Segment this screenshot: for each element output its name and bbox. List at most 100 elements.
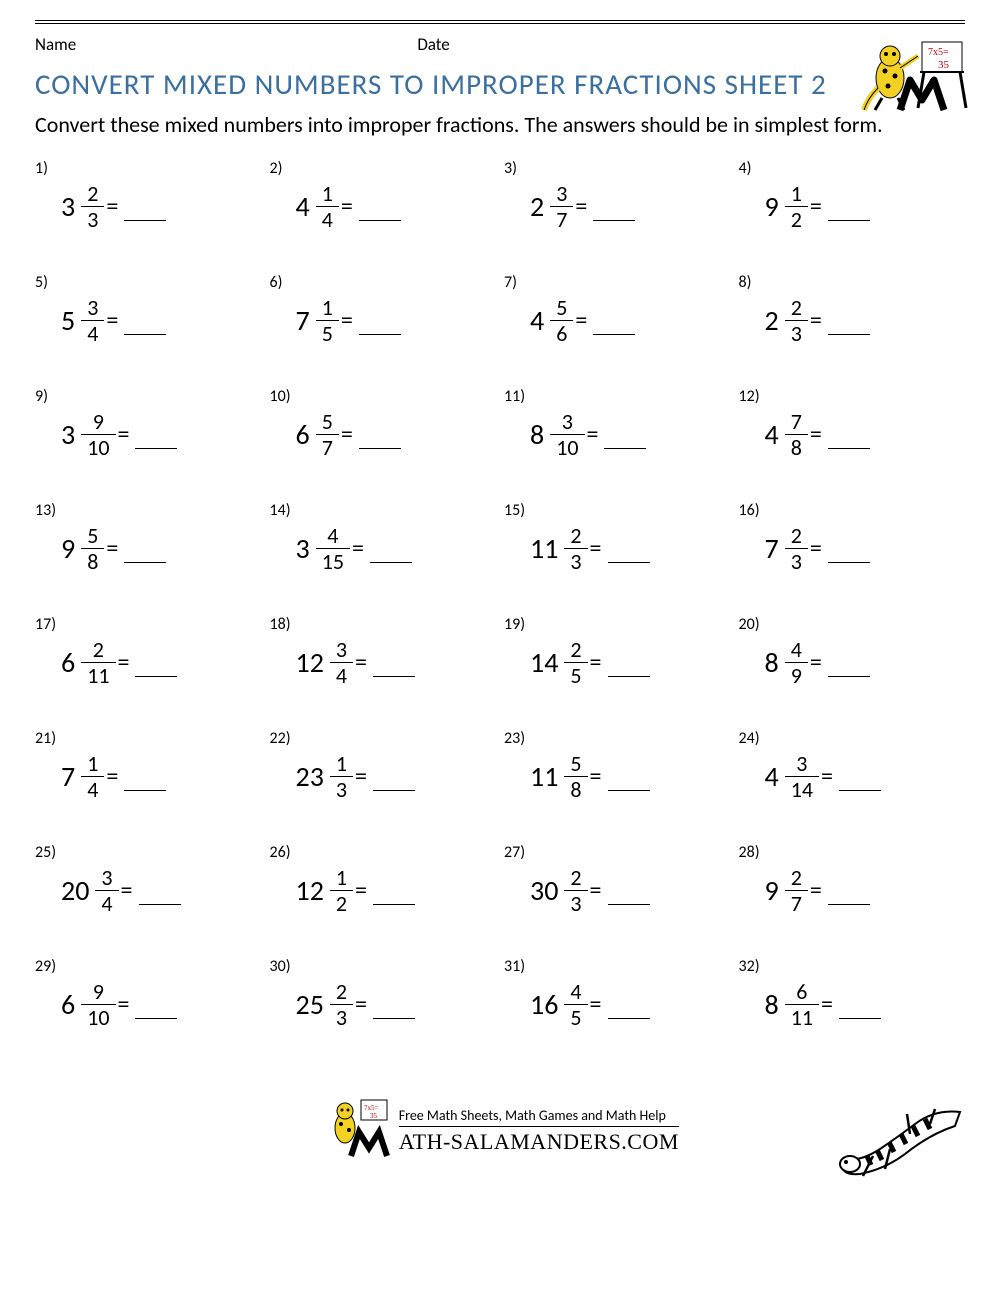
answer-blank[interactable] — [828, 887, 870, 905]
problem-number: 21) — [35, 729, 56, 748]
answer-blank[interactable] — [135, 431, 177, 449]
numerator: 1 — [785, 182, 808, 206]
fraction: 34 — [81, 296, 104, 345]
equals-sign: = — [339, 192, 357, 221]
answer-blank[interactable] — [828, 545, 870, 563]
answer-blank[interactable] — [359, 317, 401, 335]
problem: 3)237= — [504, 169, 731, 241]
answer-blank[interactable] — [124, 203, 166, 221]
numerator: 3 — [95, 866, 118, 890]
answer-blank[interactable] — [373, 773, 415, 791]
answer-blank[interactable] — [608, 659, 650, 677]
answer-blank[interactable] — [608, 545, 650, 563]
fraction: 23 — [81, 182, 104, 231]
problem: 11)8310= — [504, 397, 731, 469]
equals-sign: = — [588, 876, 606, 905]
problem-number: 14) — [270, 501, 291, 520]
problem-number: 28) — [739, 843, 760, 862]
whole-number: 5 — [61, 303, 81, 338]
fraction: 23 — [564, 866, 587, 915]
problem: 17)6211= — [35, 625, 262, 697]
denominator: 3 — [564, 890, 587, 915]
problem-number: 22) — [270, 729, 291, 748]
problems-grid: 1)323=2)414=3)237=4)912=5)534=6)715=7)45… — [35, 169, 965, 1039]
fraction: 34 — [95, 866, 118, 915]
denominator: 6 — [550, 320, 573, 345]
answer-blank[interactable] — [593, 203, 635, 221]
answer-blank[interactable] — [608, 887, 650, 905]
footer-tagline: Free Math Sheets, Math Games and Math He… — [399, 1107, 679, 1127]
denominator: 2 — [330, 890, 353, 915]
answer-blank[interactable] — [373, 659, 415, 677]
answer-blank[interactable] — [839, 773, 881, 791]
whole-number: 11 — [530, 531, 564, 566]
answer-blank[interactable] — [124, 317, 166, 335]
whole-number: 9 — [765, 873, 785, 908]
equals-sign: = — [116, 648, 134, 677]
whole-number: 7 — [296, 303, 316, 338]
denominator: 3 — [564, 548, 587, 573]
problem-number: 2) — [270, 159, 283, 178]
answer-blank[interactable] — [359, 431, 401, 449]
footer-text: Free Math Sheets, Math Games and Math He… — [399, 1107, 679, 1155]
answer-blank[interactable] — [370, 545, 412, 563]
problem-number: 32) — [739, 957, 760, 976]
problem-number: 1) — [35, 159, 48, 178]
fraction: 58 — [564, 752, 587, 801]
denominator: 4 — [81, 320, 104, 345]
answer-blank[interactable] — [359, 203, 401, 221]
numerator: 2 — [785, 524, 808, 548]
answer-blank[interactable] — [828, 431, 870, 449]
equals-sign: = — [353, 876, 371, 905]
whole-number: 16 — [530, 987, 564, 1022]
whole-number: 9 — [765, 189, 785, 224]
fraction: 611 — [785, 980, 819, 1029]
answer-blank[interactable] — [135, 659, 177, 677]
numerator: 2 — [564, 638, 587, 662]
whole-number: 11 — [530, 759, 564, 794]
equals-sign: = — [104, 534, 122, 563]
numerator: 1 — [330, 752, 353, 776]
answer-blank[interactable] — [604, 431, 646, 449]
problem: 28)927= — [739, 853, 966, 925]
answer-blank[interactable] — [124, 545, 166, 563]
numerator: 1 — [316, 296, 339, 320]
denominator: 11 — [785, 1004, 819, 1029]
equals-sign: = — [119, 876, 137, 905]
fraction: 34 — [330, 638, 353, 687]
answer-blank[interactable] — [135, 1001, 177, 1019]
equals-sign: = — [808, 420, 826, 449]
denominator: 4 — [81, 776, 104, 801]
denominator: 7 — [550, 206, 573, 231]
numerator: 2 — [785, 296, 808, 320]
answer-blank[interactable] — [828, 659, 870, 677]
answer-blank[interactable] — [608, 773, 650, 791]
whole-number: 3 — [61, 189, 81, 224]
answer-blank[interactable] — [373, 887, 415, 905]
problem: 2)414= — [270, 169, 497, 241]
problem: 31)1645= — [504, 967, 731, 1039]
answer-blank[interactable] — [839, 1001, 881, 1019]
denominator: 5 — [564, 662, 587, 687]
fraction: 56 — [550, 296, 573, 345]
problem: 10)657= — [270, 397, 497, 469]
answer-blank[interactable] — [828, 203, 870, 221]
answer-blank[interactable] — [124, 773, 166, 791]
fraction: 910 — [81, 980, 115, 1029]
problem: 27)3023= — [504, 853, 731, 925]
denominator: 7 — [785, 890, 808, 915]
problem: 25)2034= — [35, 853, 262, 925]
answer-blank[interactable] — [373, 1001, 415, 1019]
fraction: 23 — [785, 296, 808, 345]
answer-blank[interactable] — [139, 887, 181, 905]
numerator: 4 — [564, 980, 587, 1004]
answer-blank[interactable] — [828, 317, 870, 335]
answer-blank[interactable] — [608, 1001, 650, 1019]
denominator: 3 — [81, 206, 104, 231]
fraction: 14 — [316, 182, 339, 231]
numerator: 3 — [790, 752, 813, 776]
problem: 5)534= — [35, 283, 262, 355]
footer: 7x5= 35 Free Math Sheets, Math Games and… — [35, 1094, 965, 1189]
problem: 6)715= — [270, 283, 497, 355]
answer-blank[interactable] — [593, 317, 635, 335]
